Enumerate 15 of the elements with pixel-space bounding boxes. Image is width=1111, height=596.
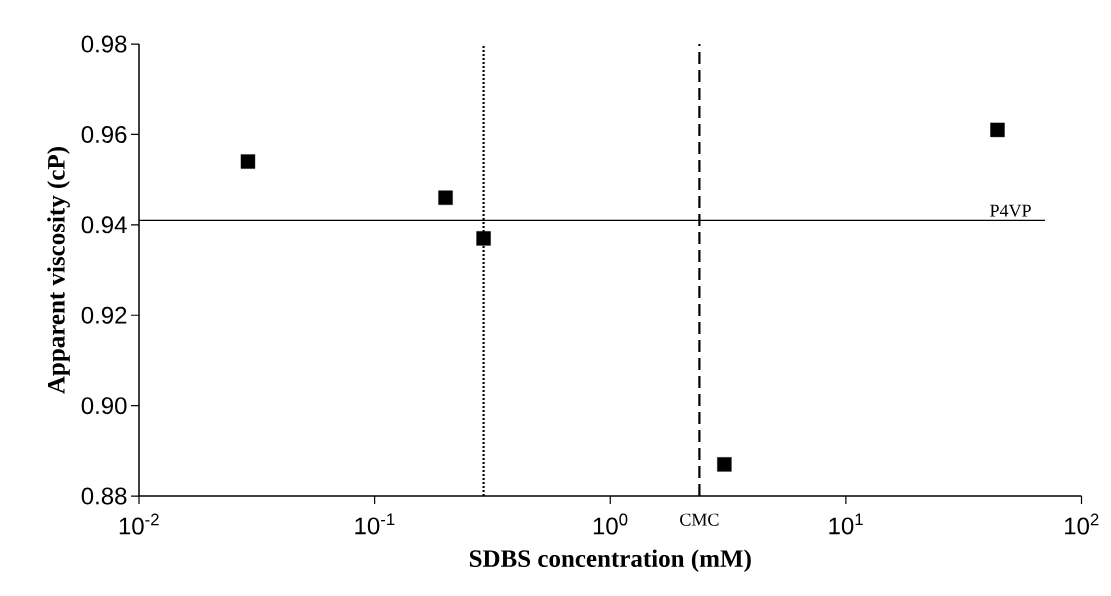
x-axis-title: SDBS concentration (mM) xyxy=(469,549,751,573)
x-tick-label: 10$^{-2}$ xyxy=(119,513,159,535)
y-tick-label: 0.94 xyxy=(81,216,127,234)
y-tick-label: 0.88 xyxy=(81,487,127,505)
y-tick-label: 0.92 xyxy=(81,306,127,324)
y-tick-label: 0.96 xyxy=(81,125,127,143)
y-tick-label: 0.98 xyxy=(81,35,127,53)
y-axis-title: Apparent viscosity (cP) xyxy=(47,147,70,394)
x-tick-label: 10$^{1}$ xyxy=(829,513,863,535)
y-tick-label: 0.90 xyxy=(81,397,127,415)
ref-line-label: CMC xyxy=(680,513,719,526)
x-tick-label: 10$^{2}$ xyxy=(1065,513,1099,535)
ref-line-label: P4VP xyxy=(990,204,1031,217)
x-tick-label: 10$^{-1}$ xyxy=(355,513,395,535)
x-tick-label: 10$^{0}$ xyxy=(593,513,628,535)
